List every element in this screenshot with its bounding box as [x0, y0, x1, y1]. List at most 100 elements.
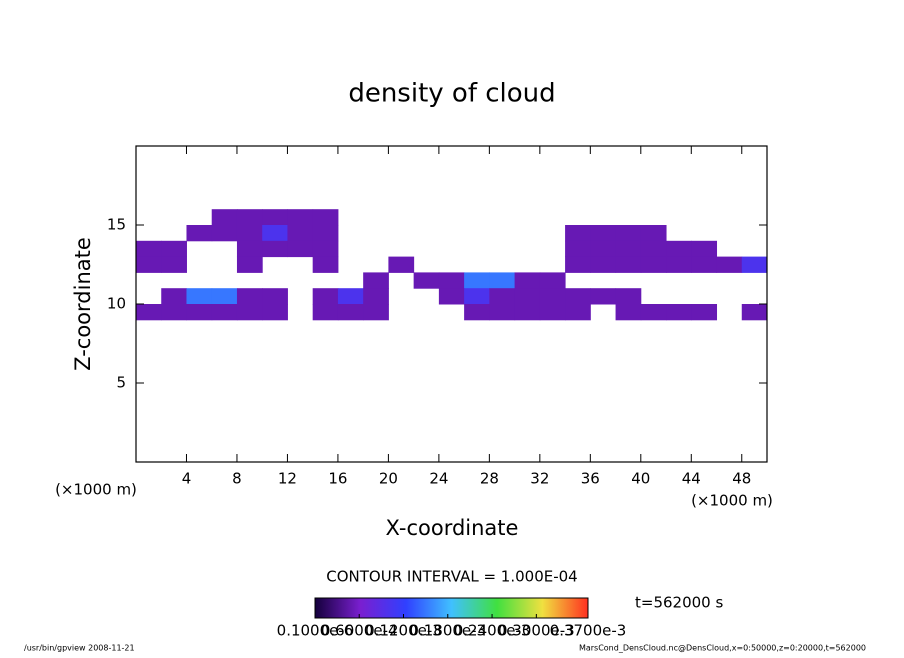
cell: [236, 288, 263, 305]
cell: [287, 209, 314, 226]
cell: [615, 256, 642, 273]
cell: [363, 272, 389, 289]
x-tick-label: 8: [232, 470, 242, 488]
cell: [615, 304, 642, 321]
cell: [565, 304, 591, 321]
cell: [211, 225, 238, 242]
cell: [615, 240, 642, 258]
cell: [666, 304, 692, 321]
cell: [337, 304, 364, 321]
cell: [514, 272, 541, 289]
cell: [590, 225, 617, 242]
footer-right: MarsCond_DensCloud.nc@DensCloud,x=0:5000…: [579, 644, 866, 653]
contour-note: CONTOUR INTERVAL = 1.000E-04: [326, 568, 577, 586]
cell: [161, 304, 187, 321]
colorbar-tick-label: 0.3000e-3: [498, 622, 575, 640]
y-axis-label: Z-coordinate: [71, 237, 95, 371]
cell: [363, 304, 389, 321]
footer-left: /usr/bin/gpview 2008-11-21: [24, 644, 135, 653]
x-tick-label: 48: [732, 470, 751, 488]
x-axis-label: X-coordinate: [386, 516, 519, 540]
y-tick-label: 15: [107, 216, 126, 234]
cell: [691, 240, 718, 258]
cell: [565, 288, 591, 305]
colorbar-tick-label: 0.6000e-4: [321, 622, 398, 640]
cell: [312, 240, 339, 258]
x-tick-label: 24: [429, 470, 448, 488]
colorbar: [314, 597, 589, 619]
x-tick-label: 44: [682, 470, 701, 488]
colorbar-tick-label: 0.3700e-3: [550, 622, 627, 640]
cell: [161, 288, 187, 305]
cell: [312, 304, 339, 321]
cell: [741, 304, 768, 321]
cell: [666, 240, 692, 258]
cell: [262, 240, 288, 258]
cell: [539, 304, 566, 321]
y-unit: (×1000 m): [55, 481, 137, 499]
cell: [363, 288, 389, 305]
cell: [640, 225, 667, 242]
cell: [287, 240, 314, 258]
cell: [236, 256, 263, 273]
cell: [186, 288, 213, 305]
cell: [262, 209, 288, 226]
cell: [640, 256, 667, 273]
x-tick-label: 4: [182, 470, 192, 488]
cell: [640, 240, 667, 258]
cell: [640, 304, 667, 321]
cell: [136, 240, 162, 258]
cell: [312, 256, 339, 273]
cell: [262, 288, 288, 305]
x-tick-label: 40: [631, 470, 650, 488]
cell: [413, 272, 440, 289]
cell: [312, 209, 339, 226]
cell: [186, 304, 213, 321]
cell: [236, 225, 263, 242]
x-tick-label: 32: [530, 470, 549, 488]
y-tick-label: 10: [107, 295, 126, 313]
cell: [211, 209, 238, 226]
cell: [514, 288, 541, 305]
colorbar-tick-label: 0.1200e-3: [365, 622, 442, 640]
cell: [186, 225, 213, 242]
cell: [161, 240, 187, 258]
cell: [590, 256, 617, 273]
cell: [464, 304, 490, 321]
cell: [262, 304, 288, 321]
x-tick-label: 36: [581, 470, 600, 488]
cell: [464, 288, 490, 305]
cell: [211, 288, 238, 305]
chart-title: density of cloud: [348, 79, 555, 109]
cell: [236, 304, 263, 321]
cell: [666, 256, 692, 273]
cell: [615, 225, 642, 242]
cell: [489, 304, 516, 321]
cell: [438, 272, 465, 289]
cell: [691, 256, 718, 273]
x-tick-label: 28: [480, 470, 499, 488]
cell: [136, 304, 162, 321]
colorbar-tick-label: 0.1000e-6: [277, 622, 354, 640]
cell: [590, 288, 617, 305]
cell: [741, 256, 768, 273]
cell: [337, 288, 364, 305]
cell: [136, 256, 162, 273]
time-note: t=562000 s: [635, 594, 723, 612]
cell: [716, 256, 743, 273]
cell: [539, 288, 566, 305]
cell: [312, 225, 339, 242]
cell: [236, 209, 263, 226]
cell: [161, 256, 187, 273]
cell: [489, 272, 516, 289]
x-tick-label: 12: [278, 470, 297, 488]
cell: [615, 288, 642, 305]
cell: [211, 304, 238, 321]
cell: [691, 304, 718, 321]
cell: [565, 225, 591, 242]
cell: [388, 256, 415, 273]
cell: [312, 288, 339, 305]
cell: [565, 240, 591, 258]
cell: [565, 256, 591, 273]
